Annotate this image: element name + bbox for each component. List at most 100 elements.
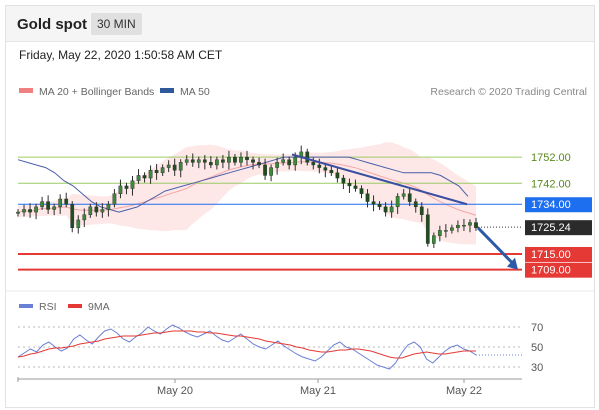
candle [22,204,26,217]
candle [154,163,159,180]
candle [28,203,32,218]
rsi-tick-50: 50 [531,342,543,354]
candle [353,179,358,192]
candle [94,202,99,217]
candle [70,201,75,233]
candle [40,196,44,210]
x-axis: May 20 May 21 May 22 [17,377,522,397]
level-tag-1715.00 [525,246,592,262]
trend-line [291,153,468,206]
candle [64,192,69,208]
rsi-9ma-series [17,330,476,359]
level-tag-1709.00 [525,262,592,278]
level-label-1752.00: 1752.00 [531,152,571,164]
candle [196,156,201,169]
x-tick-label: May 22 [446,385,482,397]
candle [118,179,123,199]
candle [245,150,249,166]
candle [317,158,322,174]
legend-swatch-ma20 [19,88,33,93]
bollinger-fill [18,142,476,245]
candle [341,174,346,190]
x-tick-label: May 20 [157,385,193,397]
forecast-arrow-shaft [476,226,516,266]
rsi-legend: RSI 9MA [19,301,110,313]
legend-swatch-9ma [68,304,82,308]
candle [142,172,147,183]
legend-label-ma50: MA 50 [180,86,210,98]
candle [335,166,340,183]
candle [166,160,171,173]
candle [413,198,418,213]
main-legend: MA 20 + Bollinger Bands MA 50 Research ©… [19,86,587,98]
candle [468,219,472,233]
legend-credit: Research © 2020 Trading Central [430,86,587,98]
candle [329,165,334,176]
candle [233,153,237,166]
candle [34,203,38,220]
level-label-1715.00: 1715.00 [531,249,571,261]
candle [16,208,20,217]
candle [359,185,364,199]
candle [58,194,63,214]
last-price-tag [525,220,592,236]
candle [208,156,213,169]
candle [431,232,436,248]
level-label-1734.00: 1734.00 [531,199,571,211]
candle [88,203,93,218]
timestamp: Friday, May 22, 2020 1:50:58 AM CET [19,48,223,62]
candle [323,164,328,178]
candle [462,218,466,231]
candle [184,155,189,166]
candle [347,178,352,193]
last-price-label: 1725.24 [531,222,571,234]
candle [136,169,141,184]
candle [124,182,129,195]
level-label-1709.00: 1709.00 [531,265,571,277]
candle [377,201,382,210]
forecast-arrow-head [507,257,518,270]
candle [269,164,273,182]
legend-label-rsi: RSI [39,301,57,313]
candle [275,157,279,175]
rsi-tick-30: 30 [531,362,543,374]
header-bar: Gold spot 30 MIN [6,6,594,42]
legend-swatch-ma50 [160,88,174,93]
bollinger-band [17,142,477,245]
candle [407,187,412,207]
candle [239,152,243,167]
candle [257,157,261,169]
candle [450,224,454,234]
legend-label-ma20: MA 20 + Bollinger Bands [39,86,154,98]
candle [263,158,267,180]
instrument-title: Gold spot [17,16,87,33]
candle [82,208,87,228]
candle [76,215,81,234]
rsi-series [17,324,477,370]
candle [281,153,286,166]
annotations [291,153,518,270]
candlesticks [16,145,478,248]
candle [227,150,231,170]
candle [160,164,165,176]
legend-label-9ma: 9MA [88,301,110,313]
candle [425,208,430,247]
candle [106,201,111,217]
candle [215,156,219,170]
candle [383,202,388,217]
candle [202,155,207,170]
level-labels: 1752.00 1742.00 1734.00 1715.00 1709.00 1725.… [478,152,592,278]
candle [287,156,292,170]
level-tag-1734.00 [525,197,592,213]
timeframe-badge[interactable]: 30 MIN [91,13,142,35]
candle [371,195,376,212]
candle [401,189,406,200]
candle [100,203,105,218]
candle [305,148,310,166]
candle [46,195,50,214]
candle [172,158,177,176]
candle [395,193,400,214]
candle [148,165,153,184]
candle [456,220,460,233]
